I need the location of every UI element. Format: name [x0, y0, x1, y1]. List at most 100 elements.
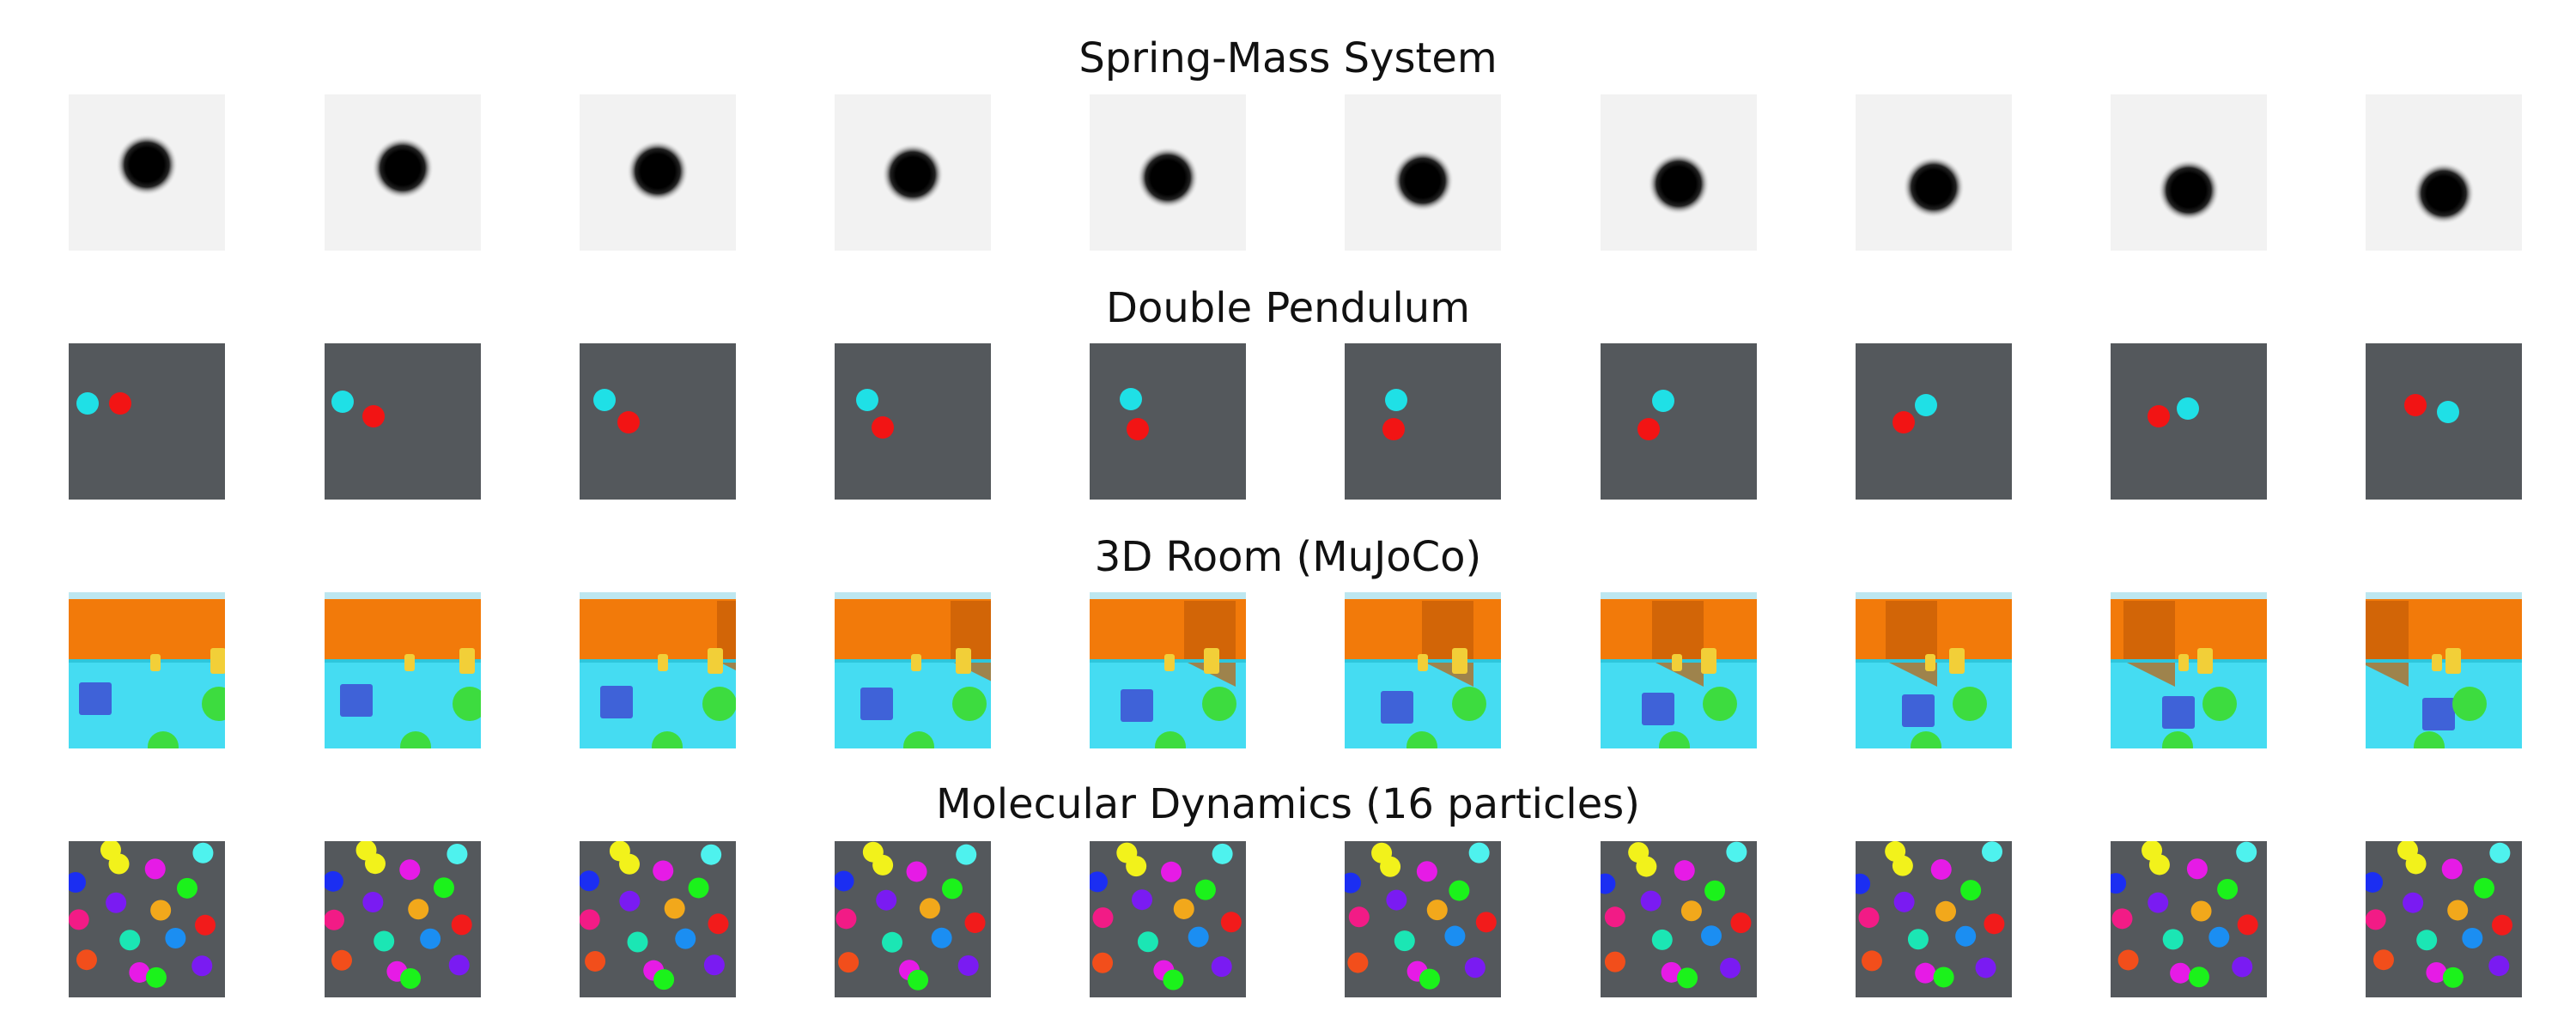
pendulum-frame-image [1090, 343, 1246, 500]
particle [2111, 908, 2133, 930]
pendulum-bob-red [1127, 418, 1149, 440]
particle [2442, 966, 2464, 988]
room-wall [69, 599, 225, 659]
particle [119, 930, 141, 951]
particle [400, 967, 422, 989]
particle [1131, 889, 1152, 911]
spring-frame-image [325, 94, 481, 251]
particle [2372, 949, 2394, 971]
particle [653, 969, 675, 991]
particle [906, 861, 927, 882]
particle [2217, 878, 2239, 900]
spring-frame-image [835, 94, 991, 251]
particle [1604, 906, 1625, 928]
yellow-cylinder [459, 648, 475, 674]
yellow-cylinder [1925, 654, 1935, 671]
mass-ball [1137, 146, 1199, 209]
spring-frame-8 [1856, 94, 2012, 251]
room-frame-image [580, 592, 736, 748]
yellow-cylinder [1949, 648, 1965, 674]
particle [2366, 871, 2384, 893]
particle [325, 870, 343, 892]
particle [1651, 929, 1673, 950]
particle [1419, 968, 1440, 990]
particle [1475, 912, 1497, 933]
pendulum-frame-image [2111, 343, 2267, 500]
blue-cube [1121, 689, 1153, 722]
pendulum-frame-image [2366, 343, 2522, 500]
particle [399, 859, 421, 881]
particle [447, 843, 468, 864]
particle [106, 892, 127, 913]
yellow-cylinder [2445, 648, 2461, 674]
green-sphere [2162, 731, 2193, 748]
molecules-frame-image [1090, 841, 1246, 997]
yellow-cylinder [1164, 654, 1175, 671]
pendulum-bob-cyan [76, 392, 99, 415]
particle [165, 927, 186, 948]
particle [1194, 879, 1216, 900]
particle [1975, 957, 1996, 978]
pendulum-frame-7 [1601, 343, 1757, 500]
yellow-cylinder [658, 654, 668, 671]
room-frame-7 [1601, 592, 1757, 748]
room-frame-image [69, 592, 225, 748]
particle [2416, 930, 2438, 951]
green-sphere [952, 687, 987, 721]
particle [408, 899, 429, 920]
yellow-cylinder [956, 648, 971, 674]
green-sphere [2202, 687, 2237, 721]
particle [2190, 900, 2212, 922]
particle [1163, 969, 1184, 991]
room-frame-10 [2366, 592, 2522, 748]
particle [1468, 842, 1490, 863]
particle [1371, 842, 1393, 863]
spring-frame-3 [580, 94, 736, 251]
pendulum-bob-cyan [1120, 388, 1142, 410]
particle [448, 954, 470, 976]
pendulum-frame-4 [835, 343, 991, 500]
particle [69, 909, 89, 930]
particle [1601, 873, 1616, 894]
particle [1893, 891, 1915, 912]
particle [688, 877, 709, 899]
particle [1092, 952, 1114, 973]
particle [362, 891, 384, 912]
pendulum-bob-red [362, 405, 385, 427]
particle [1212, 843, 1233, 864]
mass-ball [627, 140, 689, 203]
particle [585, 950, 606, 972]
particle [2148, 892, 2169, 913]
yellow-cylinder [911, 654, 921, 671]
room-frame-image [2366, 592, 2522, 748]
particle [1090, 871, 1109, 893]
particle [708, 913, 729, 935]
particle [2237, 914, 2258, 936]
yellow-cylinder [150, 654, 161, 671]
particle [2236, 841, 2257, 863]
room-frame-image [835, 592, 991, 748]
molecules-frame-image [1856, 841, 2012, 997]
spring-frame-image [69, 94, 225, 251]
green-sphere [1406, 731, 1437, 748]
blue-cube [1642, 693, 1674, 725]
pendulum-bob-cyan [1915, 394, 1937, 416]
particle [609, 841, 630, 862]
pendulum-bob-red [109, 392, 131, 415]
spring-frame-1 [69, 94, 225, 251]
particle [1345, 872, 1361, 894]
particle [1348, 906, 1370, 928]
spring-frame-image [1345, 94, 1501, 251]
room-frame-4 [835, 592, 991, 748]
particle [2162, 929, 2184, 950]
particle [1955, 925, 1977, 947]
mass-ball [1648, 153, 1710, 215]
particle [1915, 962, 1936, 984]
pendulum-frame-5 [1090, 343, 1246, 500]
particle [1907, 929, 1929, 950]
pendulum-bob-red [2404, 394, 2427, 416]
mass-ball [116, 134, 178, 196]
row-title-spring-mass: Spring-Mass System [1078, 34, 1498, 82]
particle [2366, 909, 2386, 930]
particle [2462, 928, 2483, 949]
